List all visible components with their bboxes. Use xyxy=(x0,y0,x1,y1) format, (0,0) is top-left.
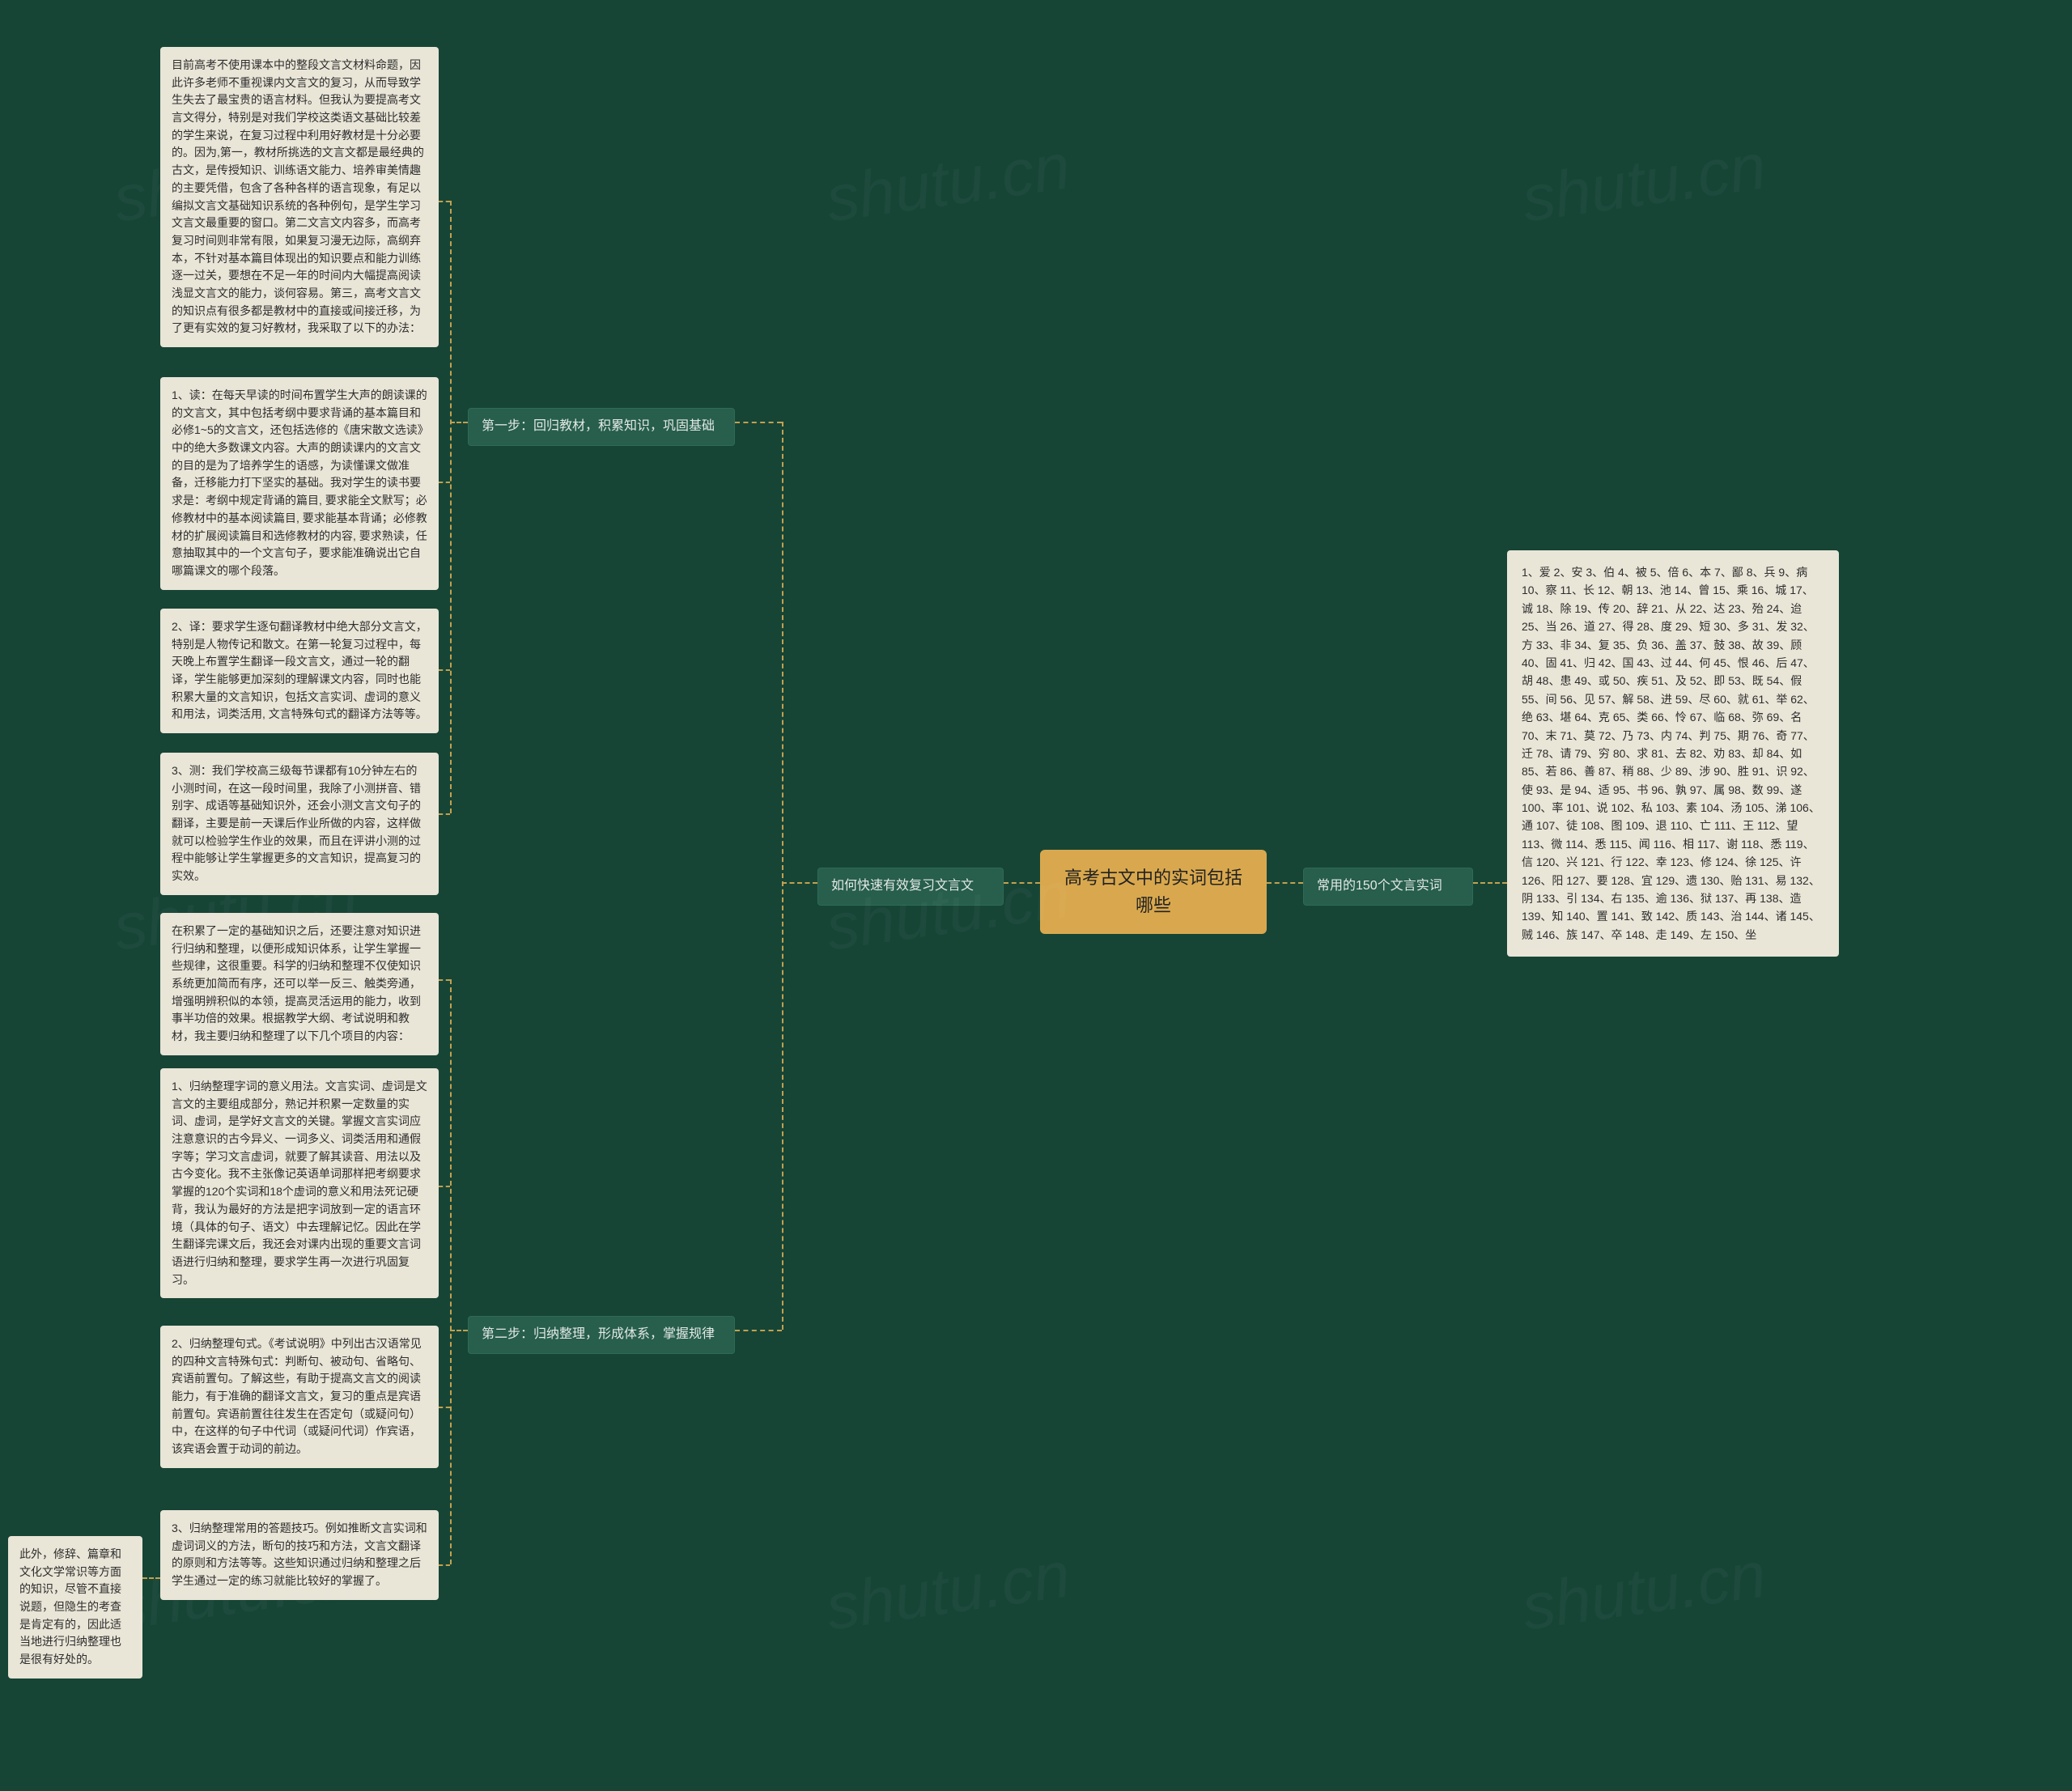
watermark-text: shutu.cn xyxy=(822,1537,1074,1645)
watermark-text: shutu.cn xyxy=(822,129,1074,236)
connector-line xyxy=(1004,882,1040,884)
step1-leaf-intro: 目前高考不使用课本中的整段文言文材料命题，因此许多老师不重视课内文言文的复习，从… xyxy=(160,47,439,347)
watermark-text: shutu.cn xyxy=(1518,1537,1770,1645)
step1-leaf-translate: 2、译：要求学生逐句翻译教材中绝大部分文言文，特别是人物传记和散文。在第一轮复习… xyxy=(160,609,439,733)
connector-line xyxy=(735,422,782,423)
left-branch-how-to-review[interactable]: 如何快速有效复习文言文 xyxy=(817,868,1004,906)
step1-leaf-read: 1、读：在每天早读的时间布置学生大声的朗读课的的文言文，其中包括考纲中要求背诵的… xyxy=(160,377,439,590)
connector-line xyxy=(1473,882,1507,884)
connector-line xyxy=(439,201,450,202)
step2-leaf-technique: 3、归纳整理常用的答题技巧。例如推断文言实词和虚词词义的方法，断句的技巧和方法，… xyxy=(160,1510,439,1600)
connector-line xyxy=(439,1564,450,1566)
step1-branch[interactable]: 第一步：回归教材，积累知识，巩固基础 xyxy=(468,408,735,446)
step2-branch[interactable]: 第二步：归纳整理，形成体系，掌握规律 xyxy=(468,1316,735,1354)
step2-leaf-extra: 此外，修辞、篇章和文化文学常识等方面的知识，尽管不直接说题，但隐生的考查是肯定有… xyxy=(8,1536,142,1679)
connector-line xyxy=(439,482,450,483)
connector-line xyxy=(439,1186,450,1187)
connector-line xyxy=(439,669,450,671)
connector-line xyxy=(1267,882,1303,884)
step2-leaf-intro: 在积累了一定的基础知识之后，还要注意对知识进行归纳和整理，以便形成知识体系，让学… xyxy=(160,913,439,1055)
connector-line xyxy=(450,201,452,813)
connector-line xyxy=(450,979,452,1564)
connector-line xyxy=(782,422,783,1330)
connector-line xyxy=(439,979,450,981)
right-branch-150-words[interactable]: 常用的150个文言实词 xyxy=(1303,868,1473,906)
connector-line xyxy=(782,882,817,884)
connector-line xyxy=(142,1577,160,1579)
connector-line xyxy=(439,1407,450,1408)
step1-leaf-test: 3、测：我们学校高三级每节课都有10分钟左右的小测时间，在这一段时间里，我除了小… xyxy=(160,753,439,895)
watermark-text: shutu.cn xyxy=(1518,129,1770,236)
right-leaf-150-list: 1、爱 2、安 3、伯 4、被 5、倍 6、本 7、鄙 8、兵 9、病 10、察… xyxy=(1507,550,1839,957)
connector-line xyxy=(439,813,450,815)
connector-line xyxy=(735,1330,782,1331)
connector-line xyxy=(450,422,468,423)
step2-leaf-words: 1、归纳整理字词的意义用法。文言实词、虚词是文言文的主要组成部分，熟记并积累一定… xyxy=(160,1068,439,1298)
root-node[interactable]: 高考古文中的实词包括哪些 xyxy=(1040,850,1267,934)
step2-leaf-sentence: 2、归纳整理句式。《考试说明》中列出古汉语常见的四种文言特殊句式：判断句、被动句… xyxy=(160,1326,439,1468)
connector-line xyxy=(450,1330,468,1331)
